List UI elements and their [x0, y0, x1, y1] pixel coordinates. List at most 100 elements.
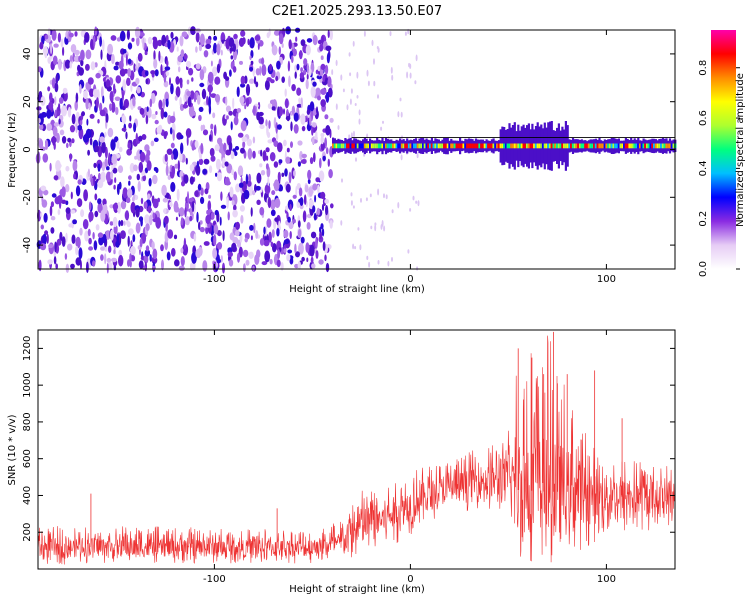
spectrogram-speckle — [325, 147, 329, 155]
spectrogram-band-core — [390, 143, 393, 149]
spectrogram-band-core — [471, 143, 474, 149]
spectrogram-speckle — [87, 77, 94, 85]
spectrogram-speckle — [354, 246, 357, 250]
spectrogram-speckle — [110, 35, 117, 41]
spectrogram-band-core — [628, 143, 631, 149]
spectrogram-speckle — [62, 46, 65, 57]
spectrogram-speckle — [40, 111, 47, 118]
spectrogram-speckle — [165, 34, 169, 43]
spectrogram-band-core — [413, 143, 416, 149]
spectrogram-speckle — [79, 120, 83, 126]
spectrogram-speckle — [118, 60, 124, 70]
spectrogram-speckle — [135, 132, 138, 144]
spectrogram-speckle — [75, 257, 82, 266]
spectrogram-speckle — [179, 207, 185, 217]
spectrogram-speckle — [127, 188, 133, 199]
spectrogram-speckle — [60, 176, 65, 188]
spectrogram-speckle — [198, 44, 202, 52]
spectrogram-speckle — [90, 61, 96, 71]
spectrogram-speckle — [186, 135, 189, 146]
spectrogram-band-core — [594, 143, 597, 149]
spectrogram-speckle — [164, 66, 171, 71]
spectrogram-speckle — [389, 31, 392, 37]
spectrogram-band-core — [409, 143, 412, 149]
spectrogram-band-core — [497, 143, 500, 149]
spectrogram-speckle — [278, 33, 284, 45]
spectrogram-speckle — [52, 126, 58, 137]
spectrogram-speckle — [198, 158, 204, 165]
spectrogram-band-core — [517, 143, 520, 149]
spectrogram-band-core — [603, 143, 606, 149]
spectrogram-speckle — [195, 248, 202, 259]
spectrogram-speckle — [321, 203, 325, 212]
spectrogram-speckle — [267, 103, 272, 109]
spectrogram-speckle — [182, 104, 189, 109]
spectrogram-band-core — [527, 143, 530, 149]
spectrogram-speckle — [133, 164, 138, 172]
spectrogram-speckle — [82, 219, 89, 230]
spectrogram-speckle — [247, 180, 252, 187]
spectrogram-band-core — [504, 143, 508, 149]
spectrogram-speckle — [144, 214, 150, 225]
spectrogram-speckle — [285, 183, 291, 193]
spectrogram-speckle — [92, 232, 95, 240]
spectrogram-speckle — [69, 153, 72, 162]
spectrogram-band-core — [587, 143, 590, 149]
y-tick-label: 800 — [22, 412, 33, 431]
spectrogram-speckle — [267, 131, 271, 138]
spectrogram-speckle — [58, 103, 61, 111]
spectrogram-speckle — [127, 42, 133, 50]
spectrogram-band-core — [589, 143, 592, 149]
spectrogram-band-core — [483, 143, 486, 149]
spectrogram-speckle — [285, 116, 291, 121]
spectrogram-speckle — [95, 224, 100, 231]
spectrogram-speckle — [210, 123, 214, 130]
chart-title: C2E1.2025.293.13.50.E07 — [272, 4, 442, 19]
spectrogram-speckle — [239, 60, 243, 65]
spectrogram-speckle — [123, 68, 129, 74]
spectrogram-speckle — [252, 105, 256, 116]
spectrogram-speckle — [204, 188, 209, 195]
spectrogram-speckle — [130, 84, 133, 92]
spectrogram-band-core — [519, 143, 522, 149]
spectrogram-speckle — [122, 79, 126, 91]
spectrogram-speckle — [342, 88, 345, 93]
spectrogram-speckle — [307, 178, 311, 185]
spectrogram-speckle — [180, 49, 185, 58]
spectrogram-speckle — [118, 249, 122, 256]
spectrogram-speckle — [278, 220, 281, 231]
spectrogram-speckle — [78, 247, 83, 260]
spectrogram-speckle — [261, 64, 267, 76]
spectrogram-speckle — [288, 75, 291, 88]
spectrogram-speckle — [156, 125, 162, 135]
spectrogram-speckle — [98, 236, 104, 246]
spectrogram-speckle — [95, 97, 99, 109]
spectrogram-speckle — [120, 230, 126, 240]
spectrogram-speckle — [85, 63, 90, 71]
spectrogram-speckle — [229, 232, 235, 241]
spectrogram-speckle — [247, 38, 250, 46]
spectrogram-speckle — [302, 210, 307, 223]
spectrogram-speckle — [97, 202, 103, 214]
spectrogram-speckle — [40, 211, 43, 218]
spectrogram-speckle — [329, 117, 334, 123]
spectrogram-band-core — [381, 143, 384, 149]
spectrogram-speckle — [149, 254, 152, 262]
spectrogram-speckle — [71, 113, 76, 125]
spectrogram-speckle — [51, 29, 57, 41]
spectrogram-speckle — [285, 156, 291, 164]
spectrogram-speckle — [139, 151, 146, 163]
spectrogram-speckle — [309, 101, 315, 112]
spectrogram-speckle — [191, 252, 197, 264]
spectrogram-band-core — [577, 143, 580, 149]
spectrogram-speckle — [200, 142, 204, 155]
spectrogram-speckle — [121, 115, 127, 124]
spectrogram-speckle — [165, 221, 168, 233]
spectrogram-speckle — [152, 248, 158, 260]
spectrogram-speckle — [144, 51, 148, 56]
spectrogram-band-core — [598, 143, 601, 149]
spectrogram-speckle — [169, 115, 176, 124]
spectrogram-speckle — [130, 102, 133, 108]
spectrogram-speckle — [320, 99, 327, 108]
spectrogram-band-core — [573, 143, 576, 149]
